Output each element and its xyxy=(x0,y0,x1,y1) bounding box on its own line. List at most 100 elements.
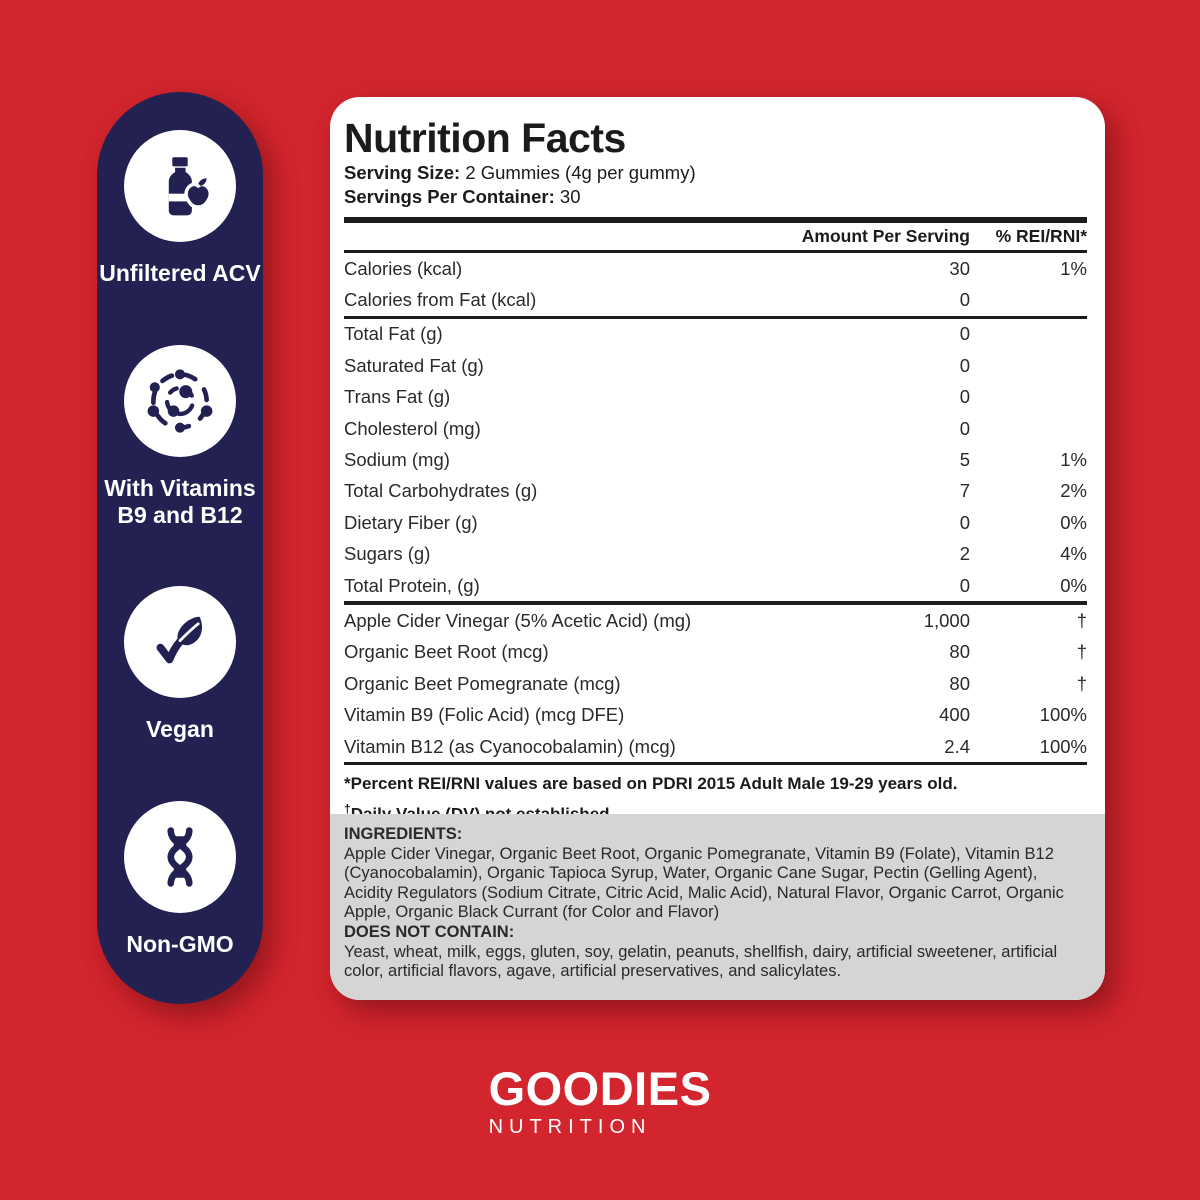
row-label: Dietary Fiber (g) xyxy=(344,511,478,533)
row-label: Cholesterol (mg) xyxy=(344,417,481,439)
row-amount: 80 xyxy=(949,672,970,694)
row-dv: 100% xyxy=(1039,735,1087,757)
brand-name: GOODIES xyxy=(488,1062,712,1115)
row-dv: † xyxy=(1076,641,1087,663)
feature-badge-pill: Unfiltered ACV xyxy=(97,92,263,1004)
row-dv: 0% xyxy=(1060,511,1087,533)
row-amount: 0 xyxy=(959,417,970,439)
row-label: Sodium (mg) xyxy=(344,449,450,471)
ingredients-section: INGREDIENTS: Apple Cider Vinegar, Organi… xyxy=(330,814,1105,1000)
row-dv: 1% xyxy=(1060,257,1087,279)
divider xyxy=(344,762,1087,766)
dna-icon xyxy=(147,824,213,890)
serving-size-label: Serving Size: xyxy=(344,162,461,183)
row-dv: 4% xyxy=(1060,543,1087,565)
servings-per-container-value: 30 xyxy=(559,185,581,207)
servings-per-container-label: Servings Per Container: xyxy=(344,185,555,207)
badge-vitamins: With Vitamins B9 and B12 xyxy=(99,344,261,529)
brand-logo: GOODIES NUTRITION xyxy=(489,1064,712,1139)
table-row: Saturated Fat (g) 0 xyxy=(344,350,1087,381)
row-dv: 100% xyxy=(1039,704,1087,726)
does-not-contain-heading: DOES NOT CONTAIN: xyxy=(344,922,515,941)
table-row: Apple Cider Vinegar (5% Acetic Acid) (mg… xyxy=(344,605,1087,636)
row-amount: 5 xyxy=(959,449,970,471)
row-label: Sugars (g) xyxy=(344,543,431,565)
servings-per-container-line: Servings Per Container: 30 xyxy=(344,185,1087,209)
row-amount: 7 xyxy=(959,480,970,502)
row-dv: 0% xyxy=(1060,574,1087,596)
table-row: Total Fat (g) 0 xyxy=(344,319,1087,350)
row-dv: † xyxy=(1076,672,1087,694)
row-label: Total Fat (g) xyxy=(344,323,443,345)
divider xyxy=(344,250,1087,253)
table-row: Sodium (mg) 5 1% xyxy=(344,444,1087,475)
row-label: Apple Cider Vinegar (5% Acetic Acid) (mg… xyxy=(344,609,692,631)
row-amount: 0 xyxy=(959,386,970,408)
nutrition-facts-title: Nutrition Facts xyxy=(344,115,626,161)
row-dv: 2% xyxy=(1060,480,1087,502)
row-amount: 0 xyxy=(959,354,970,376)
row-label: Vitamin B12 (as Cyanocobalamin) (mcg) xyxy=(344,735,676,757)
table-row: Cholesterol (mg) 0 xyxy=(344,413,1087,444)
badge-label: Non-GMO xyxy=(126,930,234,957)
row-amount: 400 xyxy=(939,704,970,726)
badge-unfiltered-acv: Unfiltered ACV xyxy=(99,130,261,287)
percent-footnote: *Percent REI/RNI values are based on PDR… xyxy=(344,774,958,794)
badge-circle xyxy=(124,130,236,242)
badge-non-gmo: Non-GMO xyxy=(99,800,261,958)
table-row: Calories from Fat (kcal) 0 xyxy=(344,284,1087,315)
vitamins-molecule-icon xyxy=(144,365,216,437)
row-label: Vitamin B9 (Folic Acid) (mcg DFE) xyxy=(344,704,625,726)
row-amount: 0 xyxy=(959,289,970,311)
badge-label: Vegan xyxy=(146,716,214,743)
badge-label: Unfiltered ACV xyxy=(99,260,261,286)
leaf-check-icon xyxy=(145,607,215,677)
table-row: Calories (kcal) 30 1% xyxy=(344,253,1087,284)
badge-circle xyxy=(124,800,236,913)
table-row: Vitamin B9 (Folic Acid) (mcg DFE) 400 10… xyxy=(344,699,1087,730)
badge-circle xyxy=(124,586,236,699)
nutrition-facts-content: Nutrition Facts Serving Size: 2 Gummies … xyxy=(330,97,1105,827)
row-label: Calories (kcal) xyxy=(344,257,463,279)
amount-column-header: Amount Per Serving xyxy=(801,226,970,246)
dv-column-header: % REI/RNI* xyxy=(995,226,1087,246)
row-dv: 1% xyxy=(1060,449,1087,471)
badge-vegan: Vegan xyxy=(99,586,261,743)
divider xyxy=(344,217,1087,223)
serving-size-line: Serving Size: 2 Gummies (4g per gummy) xyxy=(344,161,1087,185)
nutrition-facts-panel: Nutrition Facts Serving Size: 2 Gummies … xyxy=(330,97,1105,1000)
row-amount: 30 xyxy=(949,257,970,279)
row-dv: † xyxy=(1076,609,1087,631)
brand-subtitle: NUTRITION xyxy=(488,1116,652,1139)
row-label: Organic Beet Root (mcg) xyxy=(344,641,549,663)
divider xyxy=(344,315,1087,319)
row-label: Total Protein, (g) xyxy=(344,574,480,596)
row-amount: 80 xyxy=(949,641,970,663)
table-row: Organic Beet Pomegranate (mcg) 80 † xyxy=(344,668,1087,699)
row-amount: 0 xyxy=(959,511,970,533)
table-row: Total Protein, (g) 0 0% xyxy=(344,570,1087,601)
badge-label: With Vitamins B9 and B12 xyxy=(104,474,256,528)
badge-circle xyxy=(124,344,236,457)
row-amount: 2 xyxy=(959,543,970,565)
table-row: Total Carbohydrates (g) 7 2% xyxy=(344,476,1087,507)
row-amount: 2.4 xyxy=(944,735,970,757)
row-label: Saturated Fat (g) xyxy=(344,354,484,376)
row-amount: 0 xyxy=(959,323,970,345)
table-row: Vitamin B12 (as Cyanocobalamin) (mcg) 2.… xyxy=(344,731,1087,762)
table-row: Organic Beet Root (mcg) 80 † xyxy=(344,637,1087,668)
dagger-symbol: † xyxy=(344,801,351,816)
table-header-row: Amount Per Serving % REI/RNI* xyxy=(344,223,1087,250)
ingredients-text: Apple Cider Vinegar, Organic Beet Root, … xyxy=(344,844,1064,922)
divider xyxy=(344,601,1087,606)
serving-size-value: 2 Gummies (4g per gummy) xyxy=(465,162,696,183)
row-label: Organic Beet Pomegranate (mcg) xyxy=(344,672,621,694)
does-not-contain-text: Yeast, wheat, milk, eggs, gluten, soy, g… xyxy=(344,942,1058,981)
table-row: Trans Fat (g) 0 xyxy=(344,382,1087,413)
row-amount: 0 xyxy=(959,574,970,596)
table-row: Sugars (g) 2 4% xyxy=(344,539,1087,570)
bottle-apple-icon xyxy=(145,151,215,221)
row-amount: 1,000 xyxy=(923,609,970,631)
row-label: Trans Fat (g) xyxy=(344,386,451,408)
row-label: Calories from Fat (kcal) xyxy=(344,289,537,311)
